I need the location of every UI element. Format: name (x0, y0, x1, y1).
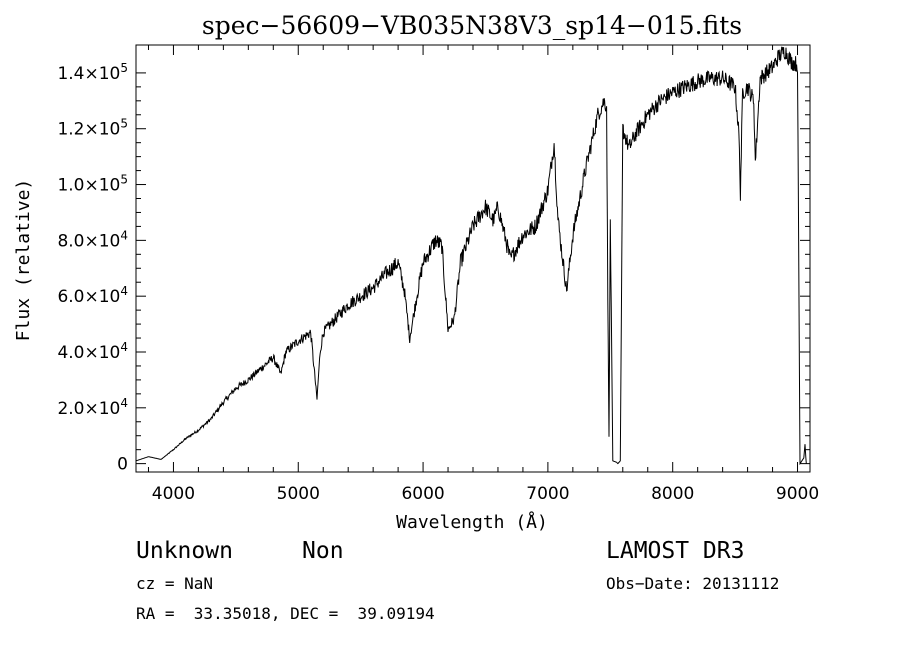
y-tick-labels: 0 2.0×104 4.0×104 6.0×104 8.0×104 1.0×105 1.2×… (57, 61, 128, 475)
x-tick-label: 7000 (526, 484, 569, 504)
y-tick-label: 1.2×105 (57, 117, 128, 140)
y-axis-label: Flux (relative) (13, 179, 34, 342)
survey-name: LAMOST DR3 (606, 538, 745, 564)
x-tick-label: 8000 (651, 484, 694, 504)
x-tick-label: 4000 (152, 484, 195, 504)
y-tick-label: 1.0×105 (57, 173, 128, 196)
x-tick-label: 5000 (277, 484, 320, 504)
y-tick-label: 8.0×104 (57, 228, 128, 251)
object-class: Unknown (136, 538, 233, 564)
y-tick-label: 1.4×105 (57, 61, 128, 84)
x-tick-label: 6000 (401, 484, 444, 504)
spectrum-line (135, 46, 807, 466)
y-tick-label: 2.0×104 (57, 396, 128, 419)
y-tick-label: 0 (117, 455, 128, 475)
axis-ticks (136, 45, 810, 472)
ra-dec-coordinates: RA = 33.35018, DEC = 39.09194 (136, 604, 435, 623)
x-axis-label: Wavelength (Å) (396, 511, 548, 533)
observation-date: Obs−Date: 20131112 (606, 574, 780, 593)
plot-frame (135, 44, 811, 473)
chart-title: spec−56609−VB035N38V3_sp14−015.fits (202, 11, 742, 40)
y-tick-label: 6.0×104 (57, 284, 128, 307)
redshift-cz: cz = NaN (136, 574, 214, 593)
x-tick-labels: 4000 5000 6000 7000 8000 9000 (152, 484, 819, 504)
object-subclass: Non (302, 538, 344, 564)
x-tick-label: 9000 (776, 484, 819, 504)
y-tick-label: 4.0×104 (57, 340, 128, 363)
